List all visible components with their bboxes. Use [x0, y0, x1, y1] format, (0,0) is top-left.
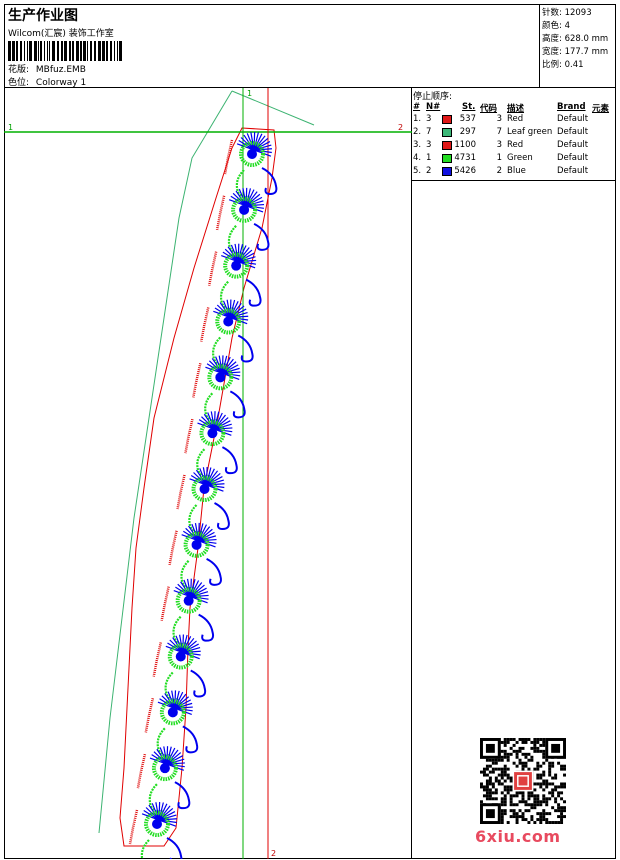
colorway-label: 色位: [8, 78, 30, 88]
embroidery-motifs [128, 131, 278, 860]
cell-brand: Default [557, 153, 589, 163]
stat-colors: 颜色: 4 [542, 21, 570, 31]
col-brand: Brand [557, 102, 586, 112]
design-boundary [119, 127, 277, 847]
col-index: # [413, 102, 421, 112]
cell-code: 1 [496, 153, 502, 163]
cell-needle: 7 [426, 127, 432, 137]
cell-needle: 1 [426, 153, 432, 163]
stat-width: 宽度: 177.7 mm [542, 47, 609, 57]
cell-needle: 3 [426, 140, 432, 150]
embroidery-preview: 1 2 1 2 [4, 88, 412, 860]
cell-desc: Red [507, 114, 524, 124]
table-row: 4. 1 4731 1 Green Default [412, 153, 616, 166]
cell-needle: 2 [426, 166, 432, 176]
cell-code: 7 [496, 127, 502, 137]
header-block: 生产作业图 Wilcom(汇宸) 装饰工作室 花版: MBfuz.EMB 色位:… [4, 4, 540, 88]
cell-index: 2. [413, 127, 422, 137]
col-element: 元素 [592, 104, 610, 114]
col-desc: 描述 [507, 104, 525, 114]
cell-stitches: 1100 [454, 140, 476, 150]
cell-code: 2 [496, 166, 502, 176]
cell-brand: Default [557, 166, 589, 176]
cell-index: 4. [413, 153, 422, 163]
table-row: 3. 3 1100 3 Red Default [412, 140, 616, 153]
stat-height: 高度: 628.0 mm [542, 34, 609, 44]
page-subtitle: Wilcom(汇宸) 装饰工作室 [8, 29, 114, 39]
col-stitches: St. [462, 102, 476, 112]
design-label: 花版: [8, 65, 30, 75]
design-value: MBfuz.EMB [35, 65, 86, 75]
v-guide-red-label: 2 [271, 849, 276, 858]
cell-stitches: 537 [459, 114, 476, 124]
cell-index: 1. [413, 114, 422, 124]
qr-code-icon [480, 738, 566, 824]
cell-brand: Default [557, 127, 589, 137]
colorway-value: Colorway 1 [35, 78, 87, 88]
cell-brand: Default [557, 114, 589, 124]
cell-brand: Default [557, 140, 589, 150]
table-row: 5. 2 5426 2 Blue Default [412, 166, 616, 179]
cell-desc: Red [507, 140, 524, 150]
design-name: 花版: MBfuz.EMB [8, 62, 86, 75]
color-swatch [442, 128, 452, 137]
cell-code: 3 [496, 114, 502, 124]
page-title: 生产作业图 [8, 8, 78, 24]
cell-needle: 3 [426, 114, 432, 124]
col-code: 代码 [480, 104, 498, 114]
stop-sequence-panel: 停止顺序: # N# St. 代码 描述 Brand 元素 1. 3 537 3 Red… [412, 88, 616, 181]
stop-sequence-title: 停止顺序: [413, 92, 453, 102]
watermark-text: 6xiu.com [475, 827, 561, 846]
color-swatch [442, 167, 452, 176]
v-guide-green-label: 1 [247, 89, 252, 98]
cell-desc: Blue [507, 166, 526, 176]
cell-code: 3 [496, 140, 502, 150]
color-swatch [442, 141, 452, 150]
colorway: 色位: Colorway 1 [8, 75, 86, 88]
barcode-icon [8, 41, 122, 61]
cell-desc: Leaf green [507, 127, 553, 137]
cell-index: 5. [413, 166, 422, 176]
table-row: 2. 7 297 7 Leaf green Default [412, 127, 616, 140]
cell-stitches: 4731 [454, 153, 476, 163]
stat-stitches: 针数: 12093 [542, 8, 592, 18]
h-guide-start-label: 1 [8, 123, 13, 132]
h-guide-end-label: 2 [398, 123, 403, 132]
cell-index: 3. [413, 140, 422, 150]
cell-stitches: 5426 [454, 166, 476, 176]
sheet-frame [4, 4, 616, 859]
design-canvas: 1 2 1 2 [4, 88, 412, 860]
stat-scale: 比例: 0.41 [542, 60, 584, 70]
cell-stitches: 297 [459, 127, 476, 137]
stats-block: 针数: 12093 颜色: 4 高度: 628.0 mm 宽度: 177.7 m… [540, 4, 616, 88]
table-row: 1. 3 537 3 Red Default [412, 114, 616, 127]
cut-outline [98, 90, 315, 834]
cell-desc: Green [507, 153, 533, 163]
color-swatch [442, 115, 452, 124]
col-needle: N# [426, 102, 441, 112]
color-swatch [442, 154, 452, 163]
